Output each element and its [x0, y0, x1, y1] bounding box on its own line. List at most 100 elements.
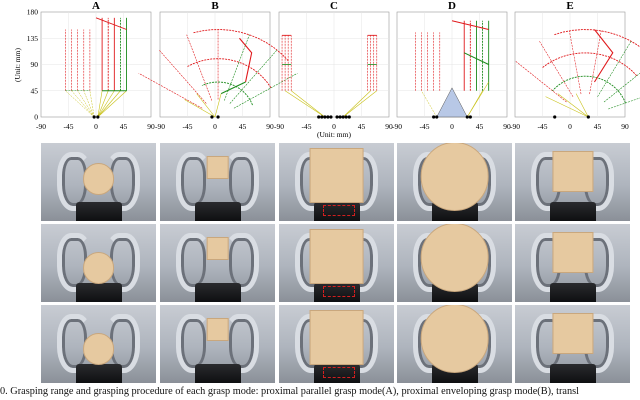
- gripper-photo: [41, 143, 156, 221]
- finger-link: [65, 90, 95, 118]
- x-tick-label: 45: [594, 122, 602, 131]
- x-tick-label: 90: [385, 122, 393, 131]
- gripper-base: [194, 364, 241, 383]
- joint-dot: [96, 115, 100, 119]
- panel-title-E: E: [566, 0, 573, 12]
- x-tick-label: 90: [503, 122, 511, 131]
- gripper-finger: [176, 233, 212, 292]
- finger-link: [77, 90, 95, 118]
- range-curve: [597, 41, 632, 97]
- gripper-finger: [176, 152, 212, 211]
- joint-dot: [553, 115, 557, 119]
- finger-link: [557, 93, 589, 118]
- joint-dot: [320, 115, 324, 119]
- finger-link: [467, 81, 489, 118]
- grasped-disc: [82, 251, 115, 284]
- y-tick-label: 45: [31, 86, 39, 95]
- x-tick-label: -45: [538, 122, 548, 131]
- highlight-box: [322, 204, 355, 217]
- grasped-disc: [82, 332, 115, 365]
- range-curve: [233, 72, 298, 109]
- range-curve: [158, 49, 207, 104]
- joint-dot: [92, 115, 96, 119]
- gripper-finger: [578, 314, 614, 373]
- figure-caption: 0. Grasping range and grasping procedure…: [0, 386, 580, 397]
- finger-link: [83, 90, 95, 118]
- gripper-photo: [515, 305, 630, 383]
- range-curve: [201, 81, 253, 106]
- range-curve: [192, 29, 289, 62]
- joint-dot: [335, 115, 339, 119]
- finger-link: [421, 90, 437, 118]
- grasped-square: [206, 318, 229, 341]
- joint-dot: [341, 115, 345, 119]
- x-tick-label: -90: [274, 122, 284, 131]
- x-tick-label: 0: [332, 122, 336, 131]
- x-tick-label: 0: [94, 122, 98, 131]
- gripper-finger: [578, 233, 614, 292]
- panel-title-D: D: [448, 0, 456, 12]
- x-tick-label: 45: [120, 122, 128, 131]
- y-tick-label: 135: [27, 34, 39, 43]
- y-tick-label: 0: [34, 113, 38, 122]
- finger-link: [575, 93, 589, 118]
- range-curve: [187, 58, 272, 89]
- gripper-photo: [160, 305, 275, 383]
- gripper-finger: [531, 233, 567, 292]
- object-triangle: [436, 87, 468, 118]
- joint-dot: [317, 115, 321, 119]
- finger-link: [71, 90, 95, 118]
- gripper-finger: [57, 152, 93, 211]
- range-curve: [220, 81, 246, 95]
- joint-dot: [586, 115, 590, 119]
- grasp-range-plots: A -90 -45 0 45 90 B -90 -45 0 45 90 C -90 -45 0 45 90 D -90…: [13, 0, 640, 139]
- x-axis-unit: (Unit: mm): [317, 130, 351, 139]
- y-tick-label: 90: [31, 60, 39, 69]
- panel-title-B: B: [211, 0, 219, 12]
- highlight-box: [322, 285, 355, 298]
- finger-link: [342, 90, 377, 118]
- range-curve: [593, 29, 614, 83]
- joint-dot: [344, 115, 348, 119]
- finger-link: [97, 90, 109, 118]
- finger-link: [291, 90, 326, 118]
- gripper-base: [75, 364, 122, 383]
- gripper-photo: [515, 224, 630, 302]
- grasped-square: [551, 312, 594, 354]
- finger-link: [97, 90, 127, 118]
- range-curve: [552, 75, 626, 104]
- range-curve: [589, 30, 602, 95]
- x-tick-label: 45: [358, 122, 366, 131]
- x-tick-label: -90: [155, 122, 165, 131]
- joint-dot: [338, 115, 342, 119]
- range-curve: [239, 37, 253, 83]
- highlight-box: [322, 366, 355, 379]
- grasped-square: [309, 309, 364, 365]
- gripper-finger: [223, 152, 259, 211]
- joint-dot: [326, 115, 330, 119]
- gripper-finger: [104, 314, 140, 373]
- joint-dot: [323, 115, 327, 119]
- gripper-photo: [397, 224, 512, 302]
- x-tick-label: 90: [621, 122, 629, 131]
- finger-link: [184, 99, 216, 118]
- gripper-finger: [223, 314, 259, 373]
- grasped-disc: [420, 143, 489, 212]
- joint-dot: [210, 115, 214, 119]
- x-tick-label: 0: [213, 122, 217, 131]
- gripper-base: [75, 202, 122, 221]
- x-tick-label: -90: [36, 122, 46, 131]
- grasped-square: [551, 231, 594, 273]
- grasped-square: [309, 147, 364, 203]
- joint-dot: [465, 115, 469, 119]
- y-tick-label: 180: [27, 8, 39, 17]
- x-tick-label: 0: [568, 122, 572, 131]
- x-tick-label: 0: [450, 122, 454, 131]
- finger-link: [97, 90, 115, 118]
- gripper-finger: [531, 314, 567, 373]
- range-curve: [186, 34, 213, 101]
- gripper-photo: [279, 305, 394, 383]
- gripper-photo: [397, 305, 512, 383]
- grasped-square: [206, 237, 229, 260]
- finger-link: [97, 90, 103, 118]
